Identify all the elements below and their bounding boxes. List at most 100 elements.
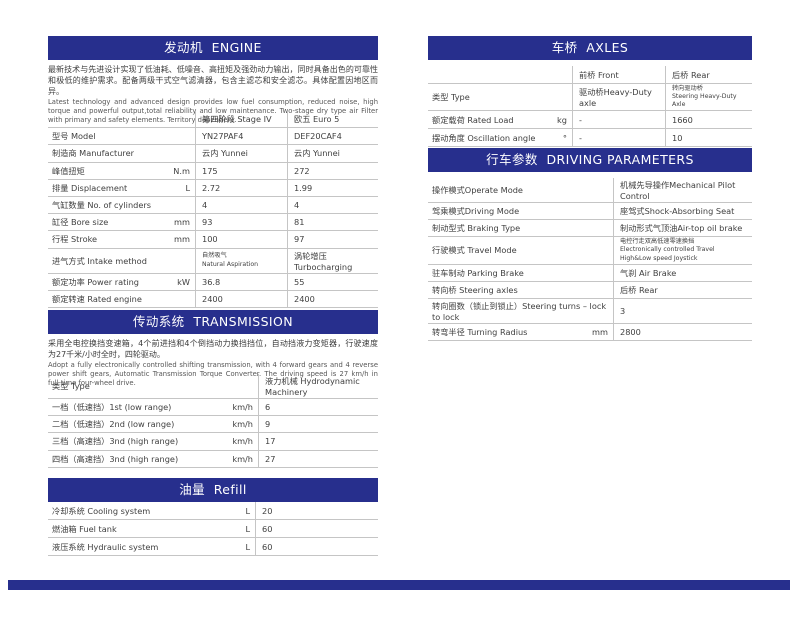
spec-unit: mm (174, 217, 190, 228)
spec-label-cell: 行驶模式 Travel Mode (428, 237, 613, 263)
table-row: 进气方式 Intake method 自然吸气 Natural Aspiration… (48, 248, 378, 274)
spec-label-cell: 一档（低速挡）1st (low range) km/h (48, 399, 258, 415)
spec-label-cell: 型号 Model (48, 128, 195, 144)
spec-label: 进气方式 Intake method (52, 255, 147, 266)
spec-label-cell: 额定转速 Rated engine (48, 291, 195, 307)
spec-label-cell: 操作模式Operate Mode (428, 178, 613, 202)
spec-value-cell: 涡轮增压 Turbocharging (287, 248, 378, 273)
driving-parameters-section: 行车参数 DRIVING PARAMETERS 操作模式Operate Mode… (428, 148, 752, 342)
spec-label-cell: 缸径 Bore size mm (48, 214, 195, 230)
axles-section: 车桥 AXLES 前桥 Front 后桥 Rear 类型 Type 驱动桥Heavy-… (428, 36, 752, 148)
cell-line: 自然吸气 (202, 252, 227, 260)
spec-label: 行驶模式 Travel Mode (432, 245, 517, 256)
spec-unit: L (245, 541, 250, 552)
spec-label: 三档（高速挡）3nd (high range) (52, 436, 179, 447)
spec-label: 制动型式 Braking Type (432, 223, 521, 234)
spec-label-cell: 额定载荷 Rated Load kg (428, 111, 572, 128)
engine-title-bar: 发动机 ENGINE (48, 36, 378, 60)
table-row: 驾乘模式Driving Mode 座驾式Shock-Absorbing Seat (428, 203, 752, 221)
spec-value-cell: 1.99 (287, 179, 378, 196)
spec-label-cell (428, 66, 572, 83)
spec-value-cell: 第四阶段 Stage IV (195, 111, 287, 128)
refill-table: 冷却系统 Cooling system L 20 燃油箱 Fuel tank L 60 液压… (48, 502, 378, 556)
spec-value-cell: - (572, 111, 665, 129)
spec-value-cell: 座驾式Shock-Absorbing Seat (613, 203, 752, 220)
engine-section: 发动机 ENGINE 最新技术与先进设计实现了低油耗、低噪音、高扭矩及强劲动力输… (48, 36, 378, 308)
spec-label-cell: 转弯半径 Turning Radius mm (428, 324, 613, 340)
spec-label: 缸径 Bore size (52, 217, 109, 228)
spec-unit: km/h (232, 453, 253, 464)
spec-label-cell: 排量 Displacement L (48, 180, 195, 196)
table-row: 缸径 Bore size mm 93 81 (48, 214, 378, 232)
cell-line: Electronically controlled Travel High&Lo… (620, 246, 715, 262)
spec-value-cell: 2.72 (195, 179, 287, 196)
spec-value-cell: 云内 Yunnei (287, 145, 378, 162)
refill-section: 油量 Refill 冷却系统 Cooling system L 20 燃油箱 Fuel… (48, 478, 378, 556)
spec-unit: N.m (173, 165, 190, 176)
spec-value-cell: 制动形式气顶油Air-top oil brake (613, 220, 752, 237)
spec-label: 转向桥 Steering axles (432, 284, 518, 295)
spec-value-cell: - (572, 129, 665, 147)
right-column: 车桥 AXLES 前桥 Front 后桥 Rear 类型 Type 驱动桥Heavy-… (428, 0, 752, 600)
spec-label: 驻车制动 Parking Brake (432, 267, 524, 278)
spec-label-cell: 冷却系统 Cooling system L (48, 502, 255, 519)
spec-label-cell: 转向桥 Steering axles (428, 282, 613, 298)
spec-unit: mm (174, 234, 190, 245)
spec-label: 操作模式Operate Mode (432, 185, 523, 195)
spec-value-cell: 气刹 Air Brake (613, 264, 752, 281)
spec-label: 额定功率 Power rating (52, 276, 139, 287)
spec-label: 类型 Type (432, 92, 470, 103)
spec-label-cell: 进气方式 Intake method (48, 249, 195, 273)
spec-unit: km/h (232, 402, 253, 413)
spec-label: 额定载荷 Rated Load (432, 114, 514, 125)
spec-unit: L (245, 523, 250, 534)
table-row: 行驶模式 Travel Mode 电控行走双高低速零速换挡 Electronical… (428, 237, 752, 265)
table-row: 额定转速 Rated engine 2400 2400 (48, 290, 378, 308)
transmission-description-zh: 采用全电控换挡变速箱，4个前进挡和4个倒挡动力换挡挡位，自动挡液力变矩器，行驶速… (48, 339, 378, 360)
cell-line: Natural Aspiration (202, 260, 259, 268)
spec-value-cell: 欧五 Euro 5 (287, 111, 378, 128)
spec-value-cell: 4 (195, 196, 287, 214)
spec-value-cell: 后桥 Rear (665, 66, 752, 83)
spec-value-cell: 10 (665, 129, 752, 147)
spec-label-cell: 燃油箱 Fuel tank L (48, 520, 255, 537)
spec-value-cell: 机械先导操作Mechanical Pilot Control (613, 178, 752, 202)
spec-value-cell: 3 (613, 298, 752, 323)
spec-value-cell: 2400 (287, 290, 378, 307)
driving-parameters-table: 操作模式Operate Mode 机械先导操作Mechanical Pilot C… (428, 178, 752, 342)
table-row: 四档（高速挡）3nd (high range) km/h 27 (48, 450, 378, 468)
table-row: 额定功率 Power rating kW 36.8 55 (48, 273, 378, 291)
spec-value-cell: 97 (287, 231, 378, 248)
transmission-table: 类型 Type 液力机械 Hydrodynamic Machinery 一档（低速挡… (48, 374, 378, 468)
transmission-title-bar: 传动系统 TRANSMISSION (48, 310, 378, 334)
spec-value-cell: 81 (287, 214, 378, 231)
footer-bar (8, 580, 790, 590)
table-row: 转向圈数（锁止到锁止）Steering turns – lock to lock… (428, 298, 752, 324)
spec-label-cell: 液压系统 Hydraulic system L (48, 538, 255, 555)
table-row: 转向桥 Steering axles 后桥 Rear (428, 281, 752, 299)
spec-label: 转弯半径 Turning Radius (432, 327, 528, 338)
spec-label-cell: 类型 Type (48, 374, 258, 398)
spec-label: 排量 Displacement (52, 182, 128, 193)
spec-value-cell: 55 (287, 273, 378, 290)
spec-value-cell: 20 (255, 502, 378, 519)
table-row: 排量 Displacement L 2.72 1.99 (48, 179, 378, 197)
refill-title-bar: 油量 Refill (48, 478, 378, 502)
spec-value-cell: 自然吸气 Natural Aspiration (195, 248, 287, 273)
spec-label-cell: 类型 Type (428, 84, 572, 110)
spec-unit: L (245, 505, 250, 516)
table-row: 型号 Model YN27PAF4 DEF20CAF4 (48, 128, 378, 146)
spec-label: 驾乘模式Driving Mode (432, 206, 520, 217)
spec-label-cell (48, 111, 195, 127)
spec-unit: ° (562, 132, 567, 143)
table-row: 气缸数量 No. of cylinders 4 4 (48, 196, 378, 215)
table-row: 操作模式Operate Mode 机械先导操作Mechanical Pilot C… (428, 178, 752, 203)
spec-label-cell: 摆动角度 Oscillation angle ° (428, 129, 572, 146)
spec-label-cell: 制动型式 Braking Type (428, 220, 613, 236)
table-row: 驻车制动 Parking Brake 气刹 Air Brake (428, 264, 752, 282)
spec-value-cell: 6 (258, 399, 378, 416)
spec-value-cell: 电控行走双高低速零速换挡 Electronically controlled Tr… (613, 237, 752, 264)
spec-value-cell: 2800 (613, 323, 752, 341)
spec-value-cell: YN27PAF4 (195, 128, 287, 145)
spec-value-cell: 后桥 Rear (613, 281, 752, 298)
